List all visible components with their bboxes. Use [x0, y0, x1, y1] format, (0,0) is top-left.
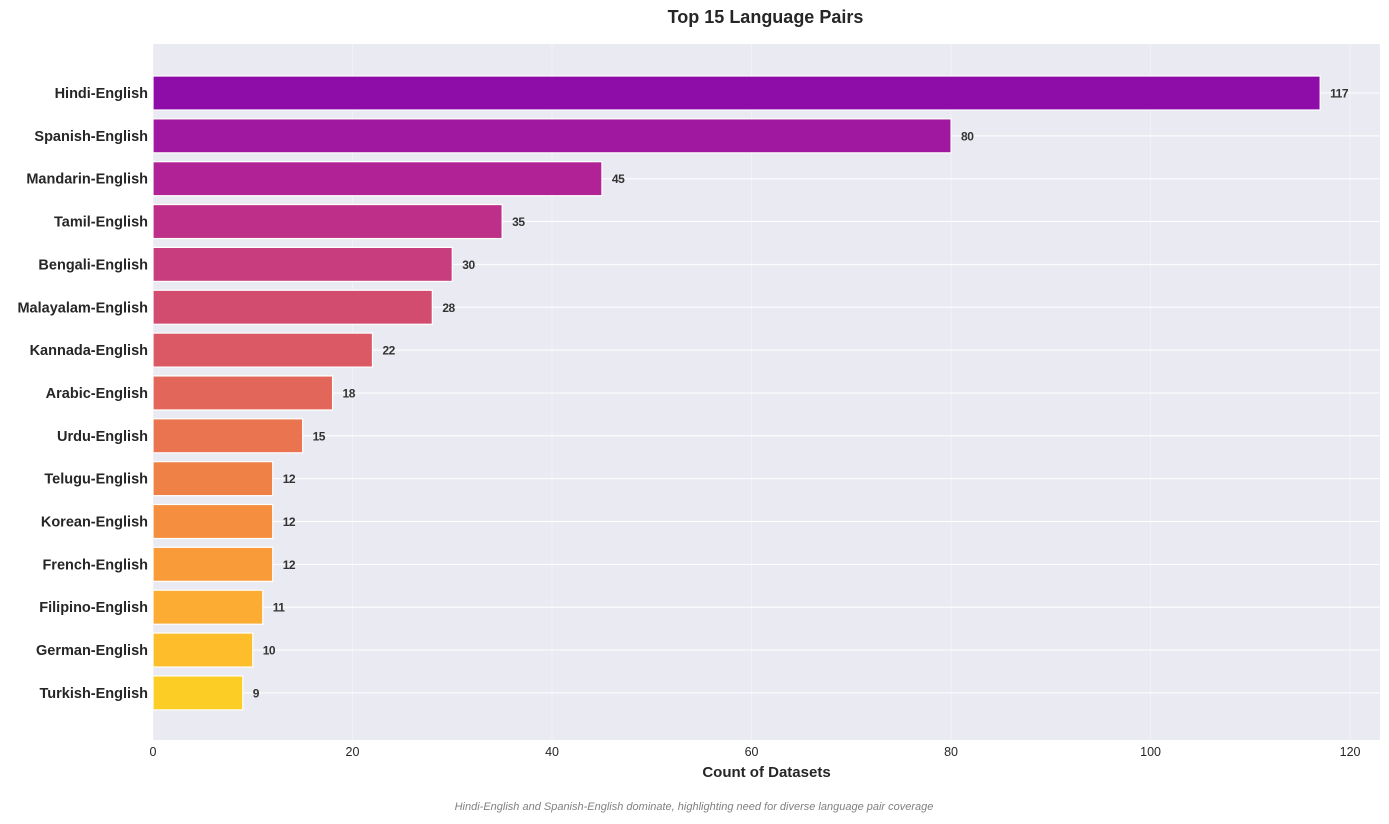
bar-korean-english: [152, 503, 274, 540]
bar-kannada-english: [152, 332, 374, 368]
category-label: German-English: [36, 643, 148, 659]
category-label: Arabic-English: [46, 386, 148, 402]
category-label: Malayalam-English: [17, 300, 148, 316]
bar-bengali-english: [152, 246, 453, 282]
value-label: 10: [263, 644, 276, 658]
bar-french-english: [152, 546, 274, 582]
value-label: 28: [442, 301, 455, 315]
value-label: 45: [612, 172, 625, 186]
category-label: Filipino-English: [39, 600, 148, 616]
bar-telugu-english: [152, 461, 274, 497]
bar-turkish-english: [152, 675, 244, 711]
value-label: 12: [283, 558, 296, 572]
bar-spanish-english: [152, 118, 952, 154]
value-label: 12: [283, 472, 296, 486]
value-labels: 117 80 45 35 30 28 22 18 15 12 12 12 11 10 9: [253, 87, 1350, 701]
category-label: Urdu-English: [57, 429, 148, 445]
value-label: 35: [512, 215, 525, 229]
value-label: 18: [343, 386, 356, 400]
category-label: French-English: [42, 557, 148, 573]
value-label: 15: [313, 429, 326, 443]
category-label: Spanish-English: [34, 129, 148, 145]
chart-caption: Hindi-English and Spanish-English domina…: [455, 801, 934, 813]
x-tick-label: 60: [745, 745, 759, 759]
chart-title: Top 15 Language Pairs: [668, 7, 864, 27]
value-label: 12: [283, 515, 296, 529]
category-label: Tamil-English: [54, 215, 148, 231]
category-label: Bengali-English: [38, 257, 148, 273]
category-label: Turkish-English: [40, 686, 149, 702]
bar-tamil-english: [152, 203, 503, 240]
x-tick-label: 100: [1140, 745, 1161, 759]
x-tick-label: 0: [150, 745, 157, 759]
category-label: Mandarin-English: [26, 172, 148, 188]
category-label: Kannada-English: [30, 343, 148, 359]
plot-area: [153, 44, 1380, 740]
bar-hindi-english: [152, 75, 1321, 111]
bar-german-english: [152, 632, 254, 668]
x-axis-label: Count of Datasets: [702, 764, 830, 781]
category-label: Korean-English: [41, 515, 148, 531]
bar-mandarin-english: [152, 161, 603, 197]
value-label: 9: [253, 686, 260, 700]
category-label: Telugu-English: [44, 472, 148, 488]
bar-arabic-english: [152, 375, 334, 411]
value-label: 117: [1330, 87, 1349, 101]
value-label: 30: [462, 258, 475, 272]
category-labels: Hindi-English Spanish-English Mandarin-Eng…: [17, 86, 148, 702]
x-tick-label: 80: [944, 745, 958, 759]
value-label: 80: [961, 129, 974, 143]
x-tick-label: 120: [1340, 745, 1361, 759]
bar-urdu-english: [152, 418, 304, 454]
category-label: Hindi-English: [55, 86, 148, 102]
value-label: 11: [273, 601, 286, 615]
x-tick-label: 20: [346, 745, 360, 759]
bar-malayalam-english: [152, 289, 433, 325]
x-tick-label: 40: [545, 745, 559, 759]
bar-filipino-english: [152, 589, 264, 625]
value-label: 22: [382, 344, 395, 358]
bars: [152, 75, 1321, 711]
x-axis-ticks: 0 20 40 60 80 100 120: [150, 745, 1361, 759]
